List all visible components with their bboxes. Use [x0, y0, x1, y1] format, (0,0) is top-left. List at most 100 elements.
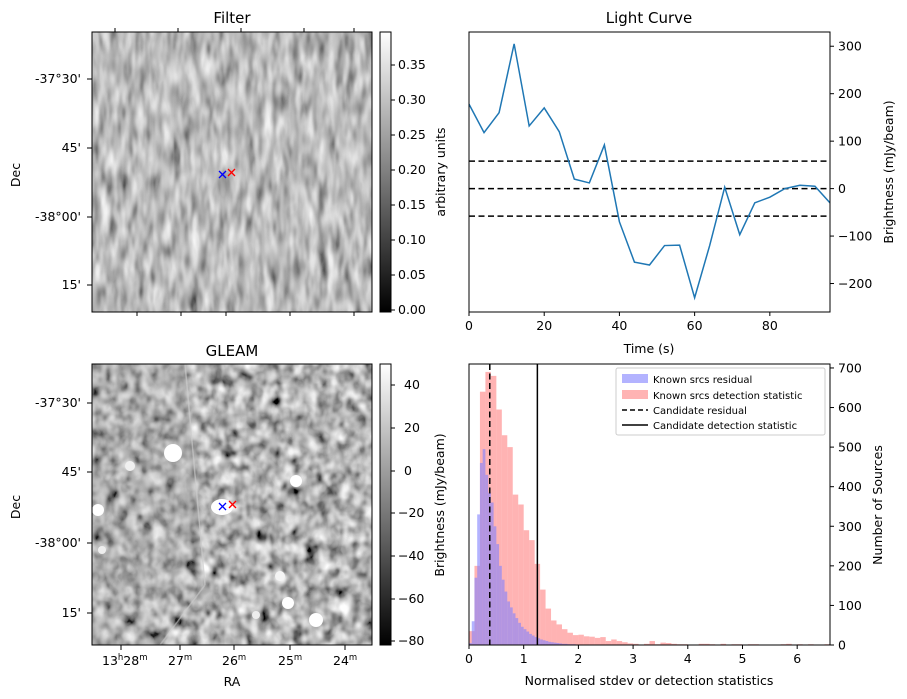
lightcurve-series-line [469, 43, 830, 301]
y-tick-label: 100 [838, 598, 862, 613]
dec-tick-label: -37°30' [35, 395, 81, 410]
histogram-bar [518, 622, 521, 645]
colorbar-tick-label: 0.30 [398, 92, 426, 107]
legend-label: Candidate detection statistic [653, 421, 797, 432]
y-tick-label: 200 [838, 86, 862, 101]
histogram-bar [600, 637, 606, 645]
y-tick-label: 400 [838, 479, 862, 494]
histogram-panel: 0 1 2 3 4 5 6 0 100 200 300 400 500 600 700 Normalised… [465, 360, 885, 688]
y-tick-label: −200 [838, 276, 872, 291]
colorbar-tick-label: 0.20 [398, 162, 426, 177]
histogram-bar [578, 634, 584, 645]
histogram-bar [572, 635, 579, 645]
filter-tick-marks [87, 28, 355, 316]
ra-tick-label: 27m [168, 653, 192, 668]
x-tick-label: 2 [574, 651, 582, 666]
histogram-bar [501, 435, 508, 645]
colorbar-tick-label: 0.25 [398, 127, 426, 142]
colorbar-tick-label: −80 [398, 633, 424, 648]
histogram-bar [551, 620, 557, 645]
dec-tick-label: -38°00' [35, 535, 81, 550]
dec-tick-label: -38°00' [35, 209, 81, 224]
colorbar-tick-label: 0.00 [398, 302, 426, 317]
lightcurve-title: Light Curve [606, 9, 692, 27]
histogram-bar [540, 589, 546, 645]
filter-panel: Filter Dec -37°30' 45' -38°00' 15' [8, 9, 448, 317]
filter-dec-ticks: -37°30' 45' -38°00' 15' [35, 71, 81, 292]
histogram-bar [616, 641, 623, 645]
y-tick-label: 0 [838, 638, 846, 653]
x-tick-label: 4 [684, 651, 692, 666]
y-tick-label: 300 [838, 519, 862, 534]
filter-colorbar-ticks: 0.00 0.05 0.10 0.15 0.20 0.25 0.30 0.35 [398, 57, 426, 317]
histogram-bar [496, 544, 500, 645]
histogram-bar [523, 530, 530, 645]
histogram-bar [469, 643, 472, 645]
histogram-bar [627, 643, 634, 645]
histogram-bar [698, 643, 705, 645]
filter-frame [91, 31, 373, 313]
histogram-bar [556, 643, 560, 645]
x-tick-label: 40 [611, 318, 627, 333]
histogram-bar [660, 642, 666, 645]
red-x-marker [228, 500, 237, 509]
histogram-bar [518, 504, 524, 645]
histogram-bar [510, 607, 513, 645]
histogram-bar [720, 643, 727, 645]
histogram-bar [523, 629, 527, 645]
dec-tick-label: 15' [62, 605, 81, 620]
histogram-bar [671, 643, 677, 645]
y-tick-label: 700 [838, 360, 862, 375]
filter-title: Filter [213, 9, 251, 27]
histogram-bar [559, 643, 562, 645]
histogram-bar [504, 591, 508, 645]
histogram-bar [556, 624, 562, 645]
red-x-marker [227, 168, 236, 177]
histogram-bar [665, 643, 672, 645]
lightcurve-xlabel: Time (s) [623, 341, 675, 356]
histogram-bar [594, 637, 601, 645]
gleam-ylabel: Dec [8, 495, 23, 519]
ra-tick-label: 26m [222, 653, 246, 668]
histogram-bar [649, 641, 655, 645]
histogram-bar [512, 494, 519, 645]
legend-label: Known srcs residual [653, 375, 752, 386]
filter-colorbar [379, 31, 392, 313]
ra-minutes: 24 [333, 653, 349, 668]
histogram-bar [583, 636, 590, 645]
histogram-bar [704, 643, 710, 645]
x-tick-label: 0 [465, 651, 473, 666]
histogram-bar [529, 540, 535, 645]
histogram-bar [479, 462, 483, 645]
gleam-colorbar-tickmarks [391, 384, 395, 642]
x-tick-label: 5 [739, 651, 747, 666]
filter-ylabel: Dec [8, 163, 23, 187]
colorbar-tick-label: 0.15 [398, 197, 426, 212]
filter-colorbar-tickmarks [391, 64, 395, 311]
histogram-bar [482, 449, 486, 645]
histogram-bar [542, 640, 546, 645]
x-tick-label: 60 [687, 318, 703, 333]
histogram-bar [512, 613, 516, 645]
histogram-bar [490, 502, 494, 645]
histogram-bar [644, 643, 650, 645]
histogram-bar [786, 643, 792, 645]
histogram-bar [507, 447, 513, 645]
ra-minutes-sup: m [238, 653, 246, 663]
dec-tick-label: 45' [62, 464, 81, 479]
histogram-bar [477, 514, 480, 645]
ra-minutes: 28 [123, 653, 139, 668]
colorbar-tick-label: 40 [404, 377, 420, 392]
colorbar-tick-label: 0 [404, 463, 412, 478]
histogram-bar [540, 639, 543, 645]
histogram-bar [561, 643, 565, 645]
histogram-bar [548, 641, 552, 645]
ra-hours-sup: h [118, 653, 123, 663]
histogram-bar [553, 642, 557, 645]
histogram-bar [526, 631, 530, 645]
x-tick-label: 3 [629, 651, 637, 666]
histogram-bar [496, 409, 502, 645]
y-tick-label: 200 [838, 558, 862, 573]
histogram-bar [605, 641, 612, 645]
y-tick-label: 600 [838, 400, 862, 415]
